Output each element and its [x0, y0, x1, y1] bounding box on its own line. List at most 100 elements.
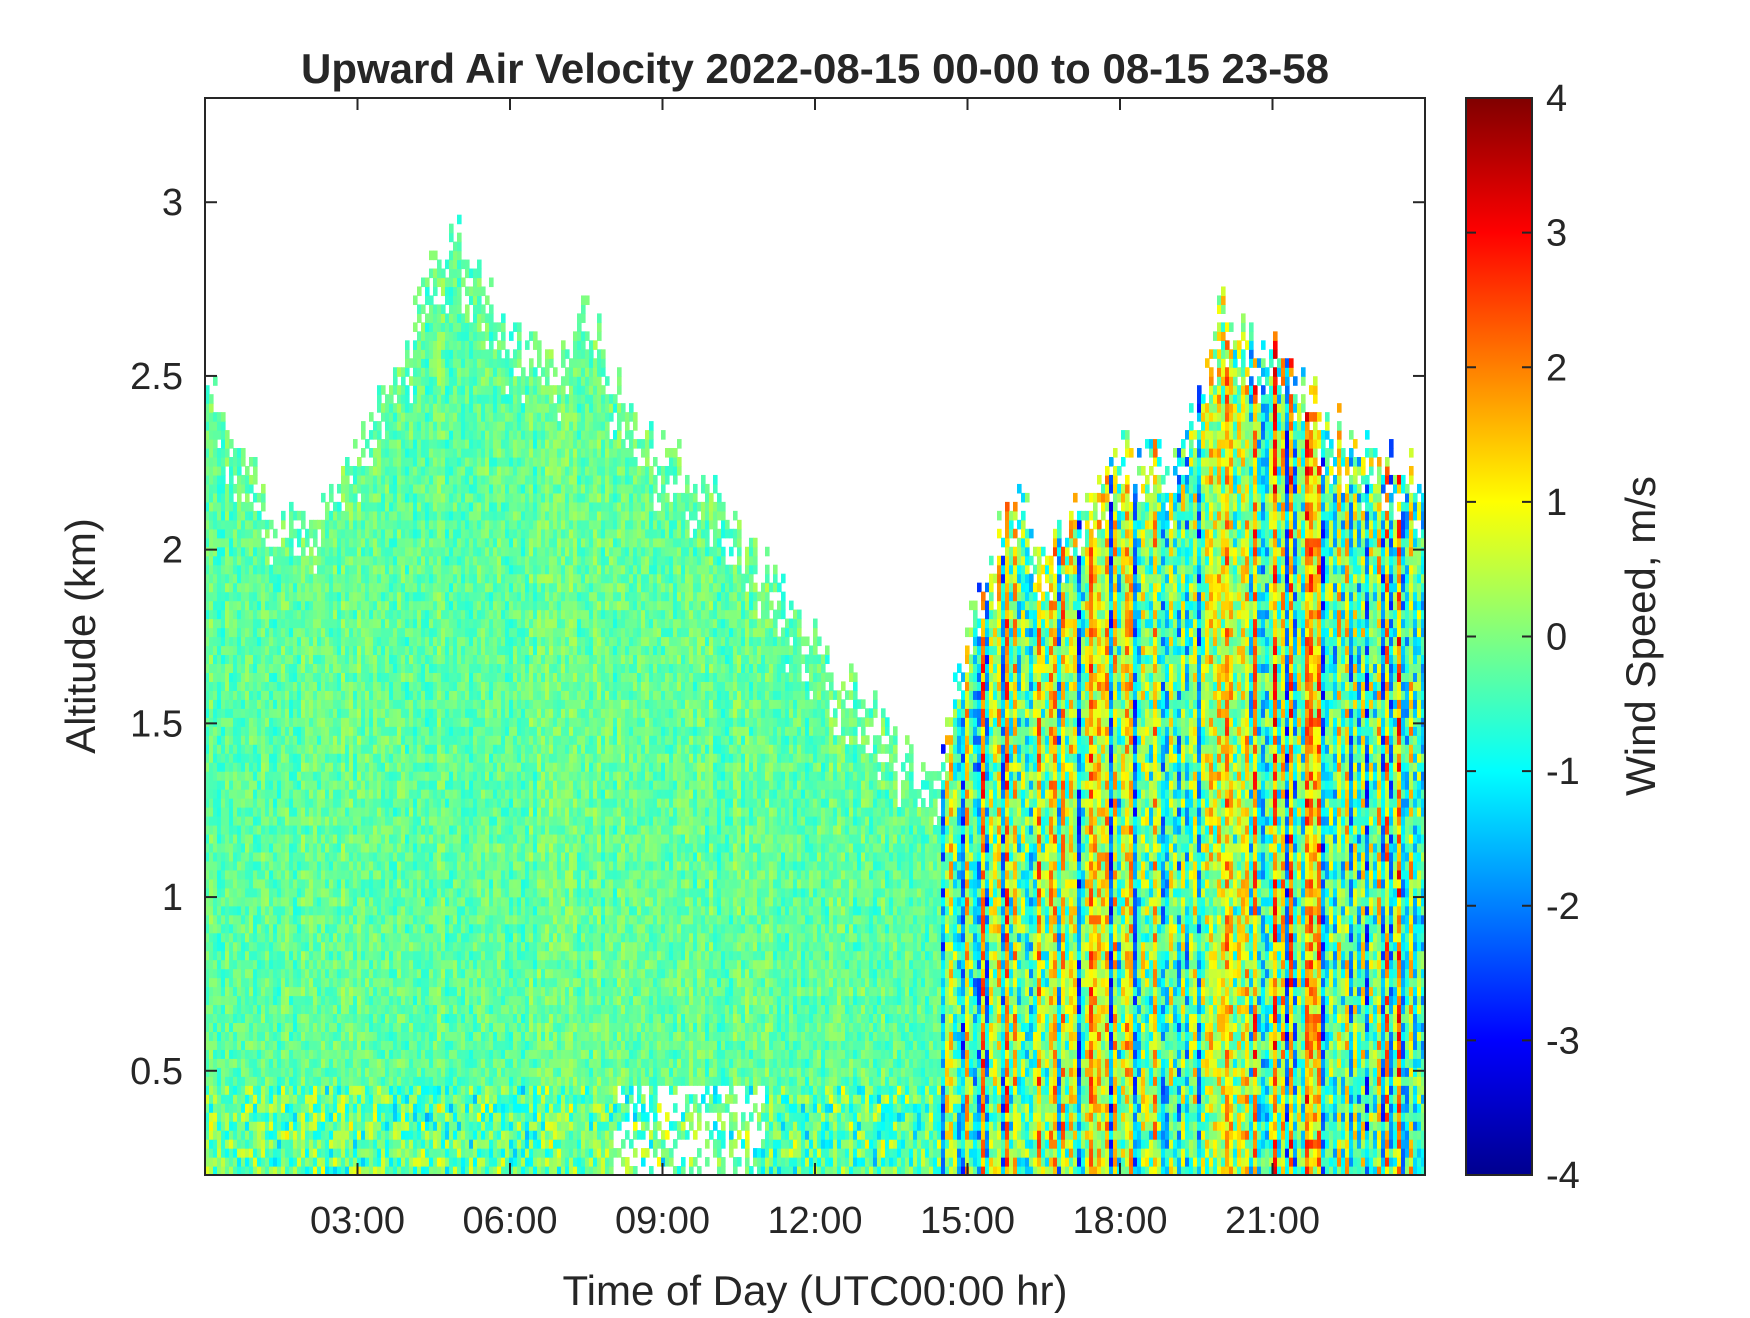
- heatmap-cell: [429, 690, 434, 700]
- heatmap-cell: [441, 529, 446, 539]
- heatmap-cell: [365, 888, 370, 898]
- heatmap-cell: [273, 1067, 278, 1077]
- heatmap-cell: [305, 529, 310, 539]
- heatmap-cell: [233, 861, 238, 871]
- heatmap-cell: [433, 547, 438, 557]
- heatmap-cell: [345, 1022, 350, 1032]
- heatmap-cell: [369, 574, 374, 584]
- heatmap-cell: [397, 951, 402, 961]
- heatmap-cell: [361, 1112, 366, 1122]
- heatmap-cell: [401, 906, 406, 916]
- heatmap-cell: [409, 915, 414, 925]
- heatmap-cell: [213, 825, 218, 835]
- heatmap-cell: [445, 583, 450, 593]
- heatmap-cell: [377, 681, 382, 691]
- heatmap-cell: [425, 780, 430, 790]
- heatmap-cell: [441, 726, 446, 736]
- heatmap-cell: [217, 717, 222, 727]
- heatmap-cell: [417, 619, 422, 629]
- heatmap-cell: [433, 304, 438, 314]
- heatmap-cell: [269, 565, 274, 575]
- heatmap-cell: [309, 1130, 314, 1140]
- heatmap-cell: [357, 780, 362, 790]
- heatmap-cell: [413, 996, 418, 1006]
- heatmap-cell: [417, 601, 422, 611]
- heatmap-cell: [441, 466, 446, 476]
- heatmap-cell: [429, 628, 434, 638]
- heatmap-cell: [313, 1085, 318, 1095]
- heatmap-cell: [241, 1130, 246, 1140]
- heatmap-cell: [369, 1013, 374, 1023]
- heatmap-cell: [329, 1049, 334, 1059]
- heatmap-cell: [429, 1013, 434, 1023]
- heatmap-cell: [297, 807, 302, 817]
- heatmap-cell: [221, 1139, 226, 1149]
- heatmap-cell: [337, 690, 342, 700]
- heatmap-cell: [433, 978, 438, 988]
- heatmap-cell: [357, 726, 362, 736]
- heatmap-cell: [293, 654, 298, 664]
- heatmap-cell: [333, 942, 338, 952]
- heatmap-cell: [277, 601, 282, 611]
- heatmap-cell: [233, 583, 238, 593]
- heatmap-cell: [261, 789, 266, 799]
- heatmap-cell: [397, 780, 402, 790]
- heatmap-cell: [417, 1076, 422, 1086]
- heatmap-cell: [357, 951, 362, 961]
- heatmap-cell: [281, 1139, 286, 1149]
- heatmap-cell: [285, 735, 290, 745]
- heatmap-cell: [413, 547, 418, 557]
- heatmap-cell: [349, 978, 354, 988]
- heatmap-cell: [401, 484, 406, 494]
- heatmap-cell: [273, 906, 278, 916]
- heatmap-cell: [253, 1022, 258, 1032]
- heatmap-cell: [341, 978, 346, 988]
- heatmap-cell: [421, 942, 426, 952]
- heatmap-cell: [277, 663, 282, 673]
- heatmap-cell: [229, 735, 234, 745]
- heatmap-cell: [441, 592, 446, 602]
- heatmap-cell: [393, 439, 398, 449]
- heatmap-cell: [433, 475, 438, 485]
- heatmap-cell: [325, 502, 330, 512]
- heatmap-cell: [365, 1085, 370, 1095]
- heatmap-cell: [265, 1067, 270, 1077]
- heatmap-cell: [253, 906, 258, 916]
- heatmap-cell: [417, 547, 422, 557]
- heatmap-cell: [317, 924, 322, 934]
- heatmap-cell: [385, 592, 390, 602]
- heatmap-cell: [349, 969, 354, 979]
- heatmap-cell: [429, 484, 434, 494]
- heatmap-cell: [329, 996, 334, 1006]
- heatmap-cell: [329, 861, 334, 871]
- heatmap-cell: [321, 933, 326, 943]
- heatmap-cell: [413, 744, 418, 754]
- heatmap-cell: [445, 637, 450, 647]
- heatmap-cell: [373, 924, 378, 934]
- heatmap-cell: [245, 645, 250, 655]
- heatmap-cell: [393, 574, 398, 584]
- heatmap-cell: [433, 376, 438, 386]
- heatmap-cell: [353, 690, 358, 700]
- heatmap-cell: [209, 924, 214, 934]
- heatmap-cell: [433, 457, 438, 467]
- heatmap-cell: [333, 987, 338, 997]
- heatmap-cell: [233, 1004, 238, 1014]
- heatmap-cell: [261, 1103, 266, 1113]
- heatmap-cell: [217, 457, 222, 467]
- heatmap-cell: [313, 780, 318, 790]
- heatmap-cell: [425, 771, 430, 781]
- heatmap-cell: [209, 493, 214, 503]
- heatmap-cell: [437, 493, 442, 503]
- heatmap-cell: [393, 780, 398, 790]
- heatmap-cell: [305, 619, 310, 629]
- heatmap-cell: [377, 1112, 382, 1122]
- heatmap-cell: [317, 1139, 322, 1149]
- heatmap-cell: [353, 1148, 358, 1158]
- heatmap-cell: [285, 798, 290, 808]
- heatmap-cell: [409, 484, 414, 494]
- heatmap-cell: [209, 1148, 214, 1158]
- heatmap-cell: [433, 583, 438, 593]
- heatmap-cell: [221, 789, 226, 799]
- heatmap-cell: [329, 852, 334, 862]
